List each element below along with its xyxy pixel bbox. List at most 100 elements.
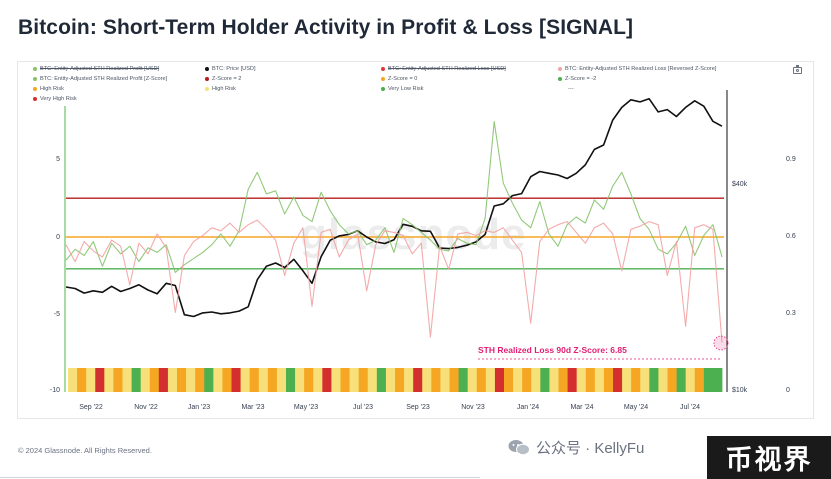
- x-tick-label: Jul '23: [353, 404, 373, 411]
- copyright-footer: © 2024 Glassnode. All Rights Reserved.: [18, 446, 152, 455]
- risk-band-segment: [458, 368, 469, 392]
- x-tick-label: Sep '23: [406, 404, 430, 411]
- risk-band-segment: [404, 368, 414, 392]
- risk-band-segment: [68, 368, 78, 392]
- risk-band-segment: [513, 368, 523, 392]
- legend: BTC: Entity-Adjusted STH Realized Profit…: [33, 66, 793, 106]
- btc-price-line: [65, 97, 723, 318]
- risk-band-segment: [649, 368, 659, 392]
- risk-band-segment: [177, 368, 187, 392]
- risk-band-segment: [131, 368, 142, 392]
- risk-band-segment: [276, 368, 287, 392]
- risk-band-segment: [467, 368, 478, 392]
- risk-band-segment: [640, 368, 650, 392]
- y-right-price-tick-label: $10k: [732, 387, 748, 394]
- legend-item-sth-profit-zscore[interactable]: BTC: Entity-Adjusted STH Realized Profit…: [33, 76, 167, 82]
- y-left-tick-label: -5: [54, 311, 60, 318]
- risk-band-segment: [104, 368, 114, 392]
- risk-band-segment: [631, 368, 641, 392]
- x-tick-label: Jul '24: [680, 404, 700, 411]
- x-tick-label: Jan '24: [517, 404, 539, 411]
- risk-band-segment: [86, 368, 96, 392]
- risk-band-segment: [549, 368, 559, 392]
- risk-band-segment: [340, 368, 350, 392]
- risk-band-segment: [531, 368, 541, 392]
- x-tick-label: Nov '23: [461, 404, 485, 411]
- risk-band-segment: [158, 368, 169, 392]
- risk-band-segment: [703, 368, 714, 392]
- x-tick-label: May '24: [624, 404, 648, 411]
- risk-band-segment: [249, 368, 260, 392]
- y-right-price-tick-label: $40k: [732, 181, 748, 188]
- risk-band-segment: [231, 368, 241, 392]
- risk-band-segment: [113, 368, 123, 392]
- y-right-ratio-tick-label: 0.3: [786, 310, 796, 317]
- risk-band-segment: [685, 368, 696, 392]
- legend-label: Z-Score = 2: [212, 76, 242, 82]
- legend-label: Very High Risk: [40, 96, 77, 102]
- legend-item-sth-realized-profit[interactable]: BTC: Entity-Adjusted STH Realized Profit…: [33, 66, 159, 72]
- risk-band-segment: [440, 368, 450, 392]
- legend-swatch: [381, 67, 385, 71]
- legend-item-more[interactable]: ---: [568, 86, 574, 92]
- risk-band-segment: [222, 368, 232, 392]
- camera-icon[interactable]: [793, 65, 802, 74]
- legend-swatch: [205, 77, 209, 81]
- legend-label: BTC: Entity-Adjusted STH Realized Profit…: [40, 76, 168, 82]
- legend-item-zscore-2[interactable]: Z-Score = 2: [205, 76, 241, 82]
- risk-band-segment: [331, 368, 341, 392]
- latest-value-highlight: [713, 335, 729, 351]
- risk-band-segment: [349, 368, 360, 392]
- risk-band-segment: [213, 368, 223, 392]
- legend-item-very-high-risk[interactable]: Very High Risk: [33, 96, 77, 102]
- x-tick-label: Mar '24: [570, 404, 593, 411]
- risk-band-segment: [95, 368, 105, 392]
- legend-item-high-risk-orange[interactable]: High Risk: [33, 86, 64, 92]
- y-left-tick-label: 0: [56, 234, 60, 241]
- risk-band-segment: [204, 368, 214, 392]
- risk-band-segment: [267, 368, 278, 392]
- legend-label: BTC: Price [USD]: [212, 66, 256, 72]
- legend-item-zscore-0[interactable]: Z-Score = 0: [381, 76, 417, 82]
- risk-band-segment: [195, 368, 205, 392]
- risk-band-segment: [385, 368, 396, 392]
- risk-band-segment: [422, 368, 432, 392]
- legend-label: Z-Score = 0: [388, 76, 418, 82]
- legend-swatch: [381, 77, 385, 81]
- legend-item-sth-realized-loss[interactable]: BTC: Entity-Adjusted STH Realized Loss […: [381, 66, 506, 72]
- risk-band-segment: [603, 368, 614, 392]
- risk-band-segment: [358, 368, 369, 392]
- x-tick-label: Sep '22: [79, 404, 103, 411]
- legend-swatch: [33, 97, 37, 101]
- risk-band-segment: [304, 368, 314, 392]
- risk-band-segment: [485, 368, 496, 392]
- x-tick-label: Mar '23: [241, 404, 264, 411]
- risk-band-segment: [540, 368, 550, 392]
- sth-profit-zscore-line: [65, 120, 723, 273]
- legend-item-sth-loss-reversed-zscore[interactable]: BTC: Entity-Adjusted STH Realized Loss […: [558, 66, 716, 72]
- wechat-watermark: 公众号 · KellyFu: [508, 437, 644, 458]
- x-tick-label: May '23: [294, 404, 318, 411]
- x-tick-label: Jan '23: [188, 404, 210, 411]
- risk-band-segment: [476, 368, 487, 392]
- legend-swatch: [381, 87, 385, 91]
- legend-label: BTC: Entity-Adjusted STH Realized Profit…: [40, 66, 160, 72]
- risk-band-segment: [504, 368, 514, 392]
- risk-band-segment: [413, 368, 423, 392]
- risk-band-segment: [122, 368, 132, 392]
- risk-band-segment: [449, 368, 459, 392]
- legend-item-very-low-risk[interactable]: Very Low Risk: [381, 86, 423, 92]
- legend-label: High Risk: [40, 86, 64, 92]
- legend-item-high-risk-yellow[interactable]: High Risk: [205, 86, 236, 92]
- risk-band-segment: [313, 368, 323, 392]
- legend-label: High Risk: [212, 86, 236, 92]
- risk-band-segment: [186, 368, 196, 392]
- legend-swatch: [558, 77, 562, 81]
- legend-item-btc-price[interactable]: BTC: Price [USD]: [205, 66, 256, 72]
- risk-band-segment: [295, 368, 305, 392]
- legend-swatch: [205, 67, 209, 71]
- sth-loss-zscore-line: [65, 219, 723, 343]
- risk-band-segment: [431, 368, 441, 392]
- risk-band-segment: [712, 368, 723, 392]
- legend-item-zscore-neg2[interactable]: Z-Score = -2: [558, 76, 596, 82]
